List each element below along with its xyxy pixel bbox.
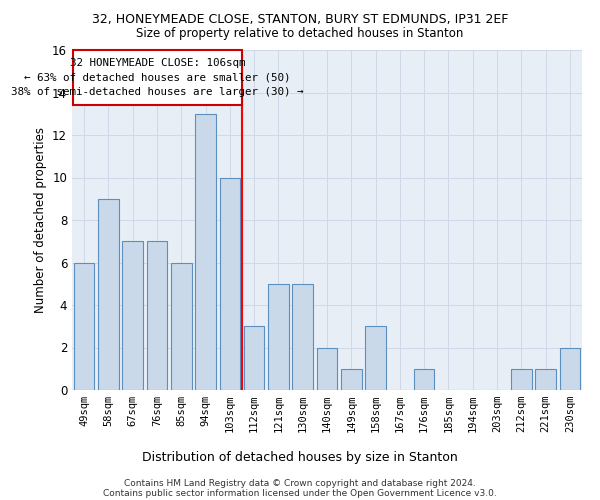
Bar [560,348,580,390]
Text: Contains public sector information licensed under the Open Government Licence v3: Contains public sector information licen… [103,488,497,498]
Text: 38% of semi-detached houses are larger (30) →: 38% of semi-detached houses are larger (… [11,87,304,97]
Bar [341,369,362,390]
Text: Distribution of detached houses by size in Stanton: Distribution of detached houses by size … [142,451,458,464]
Text: ← 63% of detached houses are smaller (50): ← 63% of detached houses are smaller (50… [25,72,291,83]
Text: Size of property relative to detached houses in Stanton: Size of property relative to detached ho… [136,28,464,40]
Bar [122,242,143,390]
Text: 32 HONEYMEADE CLOSE: 106sqm: 32 HONEYMEADE CLOSE: 106sqm [70,58,245,68]
Bar [98,198,119,390]
Y-axis label: Number of detached properties: Number of detached properties [34,127,47,313]
Text: Contains HM Land Registry data © Crown copyright and database right 2024.: Contains HM Land Registry data © Crown c… [124,478,476,488]
Bar [535,369,556,390]
Bar [146,242,167,390]
Bar [414,369,434,390]
Bar [317,348,337,390]
Bar [244,326,265,390]
Bar [365,326,386,390]
Bar [195,114,216,390]
FancyBboxPatch shape [73,50,242,106]
Bar [511,369,532,390]
Text: 32, HONEYMEADE CLOSE, STANTON, BURY ST EDMUNDS, IP31 2EF: 32, HONEYMEADE CLOSE, STANTON, BURY ST E… [92,12,508,26]
Bar [74,262,94,390]
Bar [268,284,289,390]
Bar [171,262,191,390]
Bar [292,284,313,390]
Bar [220,178,240,390]
